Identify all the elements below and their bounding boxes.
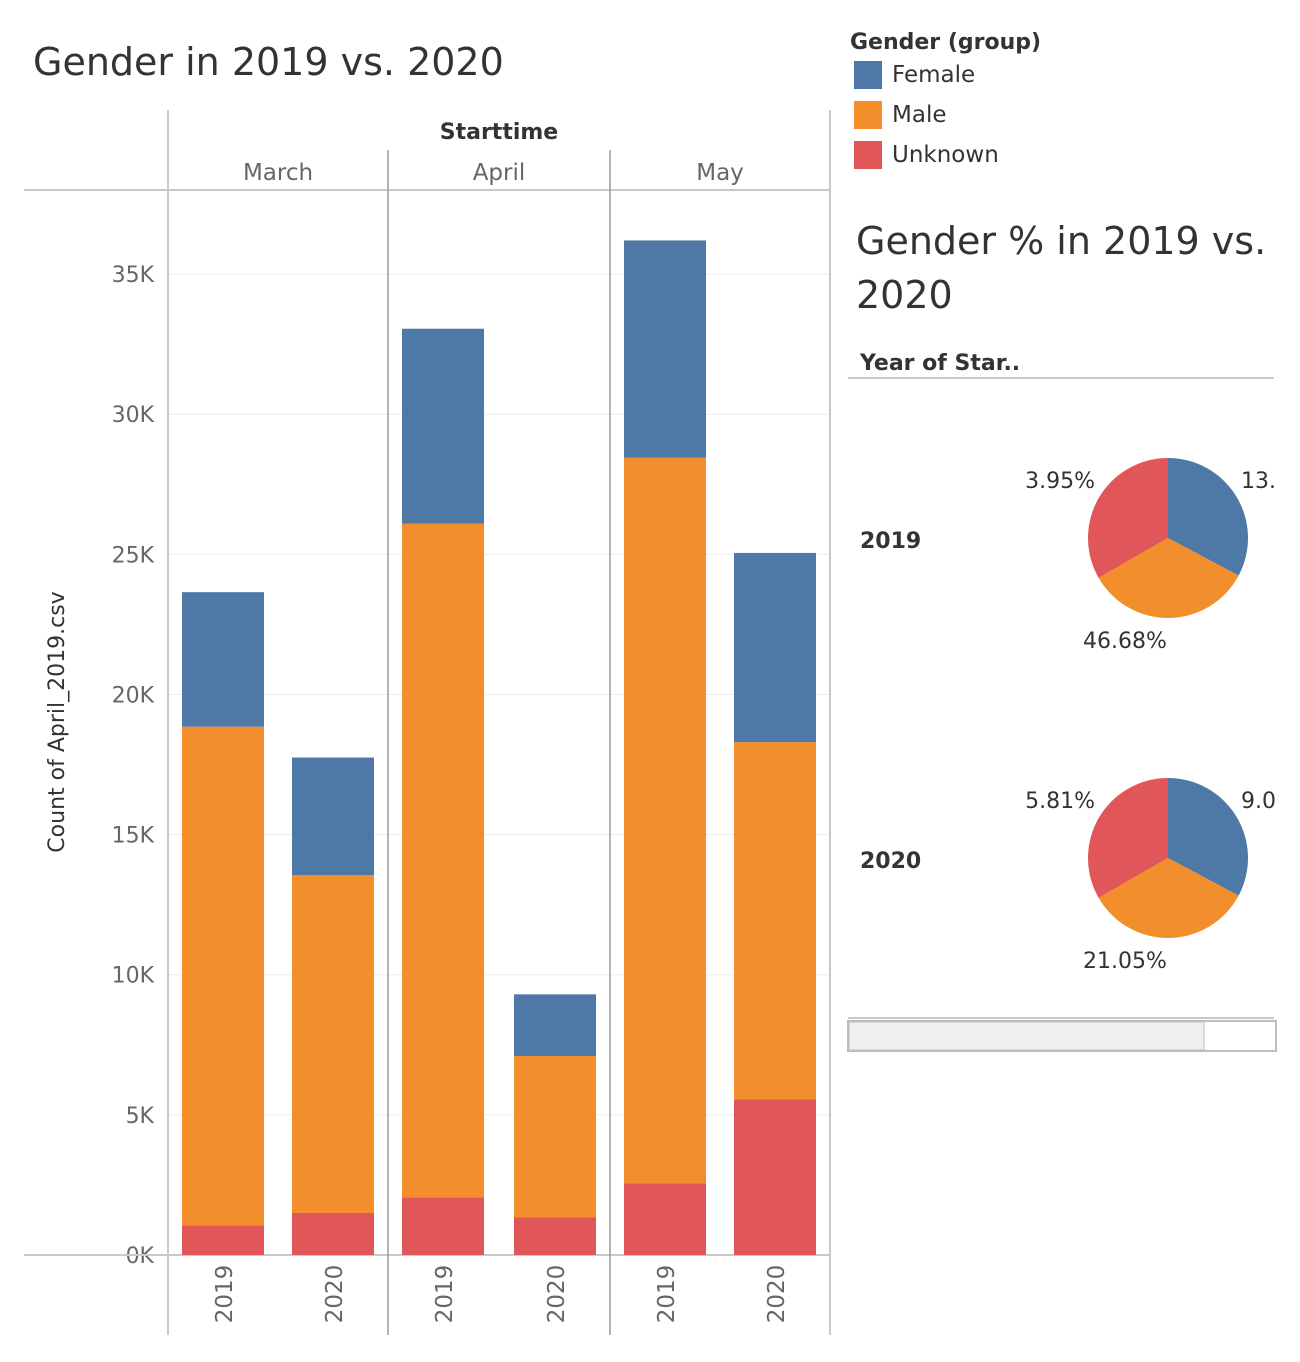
bar-segment-unknown: [514, 1217, 596, 1255]
row-label-2019: 2019: [860, 529, 921, 554]
legend-label-female: Female: [892, 62, 976, 88]
pie-slice-label-male: 21.05%: [1083, 949, 1167, 974]
bar-segment-female: [292, 757, 374, 876]
pie-chart-title: Gender % in 2019 vs. 2020: [856, 219, 1267, 317]
bar-segment-male: [292, 875, 374, 1213]
y-tick-label: 30K: [112, 403, 155, 428]
bar-segment-female: [402, 328, 484, 524]
pie-slice-unknown: [1088, 458, 1168, 578]
legend-label-male: Male: [892, 102, 947, 128]
pie-slice-label-unknown: 3.95%: [1025, 469, 1095, 494]
stacked-bar-chart: 0K 5K 10K 15K 20K 25K 30K 35K Starttime March Apri…: [24, 110, 831, 1335]
column-header-starttime: Starttime: [440, 120, 558, 145]
y-tick-label: 35K: [112, 263, 155, 288]
x-tick-label: 2020: [322, 1265, 348, 1324]
x-tick-label: 2020: [764, 1265, 790, 1324]
x-tick-label: 2019: [654, 1265, 680, 1324]
legend-swatch-unknown: [854, 141, 882, 169]
bar-segment-unknown: [734, 1099, 816, 1255]
bar-segment-unknown: [402, 1197, 484, 1255]
bar-segment-male: [402, 523, 484, 1198]
bar-segment-male: [514, 1056, 596, 1218]
bar-segment-female: [734, 552, 816, 743]
bar-segment-female: [514, 994, 596, 1057]
pie-slice-male: [1098, 538, 1239, 619]
pie-slice-label-unknown: 5.81%: [1025, 789, 1095, 814]
legend-title: Gender (group): [850, 30, 1042, 55]
legend: Gender (group) Female Male Unknown: [850, 30, 1041, 175]
bar-segment-male: [624, 457, 706, 1184]
pie-slice-female: [1168, 778, 1248, 896]
month-label-april: April: [473, 160, 526, 186]
legend-item-male[interactable]: Male: [850, 95, 1041, 135]
pie-slice-label-male: 46.68%: [1083, 629, 1167, 654]
bar-segment-male: [182, 726, 264, 1226]
pie-slice-label-female: 9.0: [1241, 789, 1276, 814]
y-tick-label: 10K: [112, 964, 155, 989]
bar-segment-female: [624, 240, 706, 458]
legend-swatch-female: [854, 61, 882, 89]
bar-segment-unknown: [182, 1225, 264, 1255]
row-header-year: Year of Star..: [859, 351, 1020, 376]
x-tick-label: 2019: [212, 1265, 238, 1324]
pie-slice-female: [1168, 458, 1248, 576]
pie-slice-unknown: [1088, 778, 1168, 898]
pie-chart-panel: Year of Star.. 2019 13. 46.68% 3.95% 2020 9.0 2…: [847, 351, 1277, 1052]
y-tick-label: 20K: [112, 683, 155, 708]
month-label-march: March: [243, 160, 313, 186]
x-tick-label: 2020: [544, 1265, 570, 1324]
legend-item-female[interactable]: Female: [850, 55, 1041, 95]
row-label-2020: 2020: [860, 849, 921, 874]
bar-segment-unknown: [292, 1212, 374, 1255]
scrollbar-thumb[interactable]: [848, 1021, 1205, 1051]
pie-slice-male: [1098, 858, 1239, 939]
pie-slice-label-female: 13.: [1241, 469, 1276, 494]
y-axis-label: Count of April_2019.csv: [45, 591, 70, 852]
bar-segment-male: [734, 742, 816, 1100]
month-label-may: May: [696, 160, 744, 186]
legend-swatch-male: [854, 101, 882, 129]
legend-item-unknown[interactable]: Unknown: [850, 135, 1041, 175]
bar-segment-female: [182, 592, 264, 727]
y-tick-label: 5K: [126, 1104, 155, 1129]
bar-segment-unknown: [624, 1183, 706, 1255]
y-tick-label: 15K: [112, 824, 155, 849]
y-tick-label: 25K: [112, 543, 155, 568]
legend-label-unknown: Unknown: [892, 142, 999, 168]
x-tick-label: 2019: [432, 1265, 458, 1324]
y-tick-label: 0K: [126, 1244, 155, 1269]
bar-chart-title: Gender in 2019 vs. 2020: [33, 40, 504, 84]
